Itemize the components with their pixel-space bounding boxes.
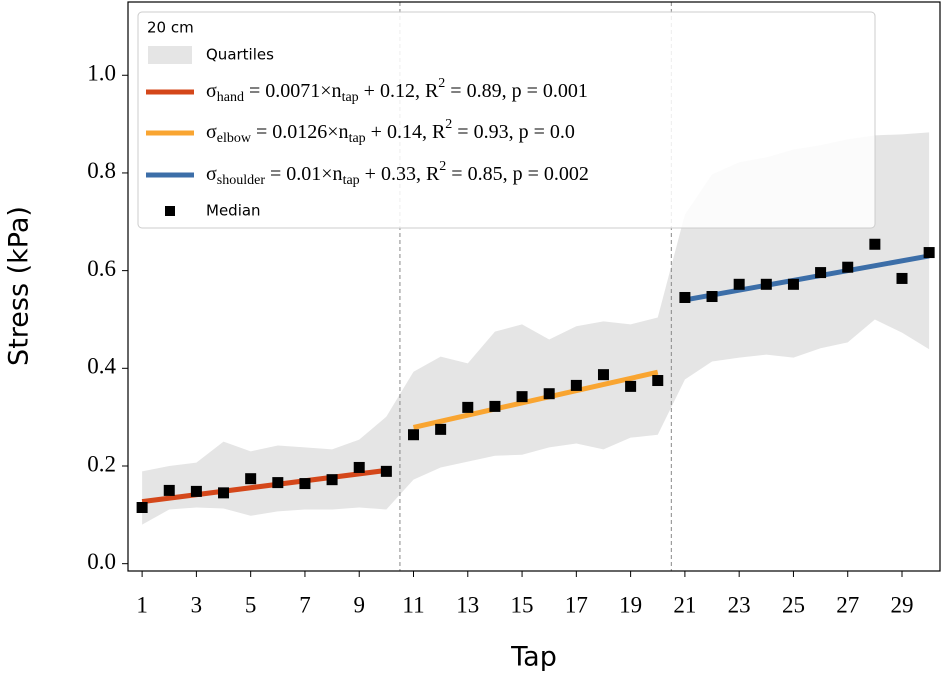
legend-label: σhand = 0.0071×ntap + 0.12, R2 = 0.89, p… [206, 76, 588, 105]
y-tick-label: 0.6 [87, 256, 116, 281]
x-tick-label: 7 [299, 592, 311, 617]
x-tick-label: 3 [191, 592, 203, 617]
x-tick-label: 17 [565, 592, 588, 617]
median-marker [896, 272, 908, 284]
legend-label: Quartiles [206, 46, 274, 64]
x-tick-label: 11 [402, 592, 424, 617]
fit-line [684, 253, 930, 303]
y-tick-label: 0.8 [87, 158, 116, 183]
quartile-band [142, 132, 930, 525]
median-marker [597, 369, 609, 381]
median-marker [625, 380, 637, 392]
legend-label-part: + 0.12, R [359, 80, 439, 102]
y-tick-label: 0.0 [87, 549, 116, 574]
x-tick-label: 19 [619, 592, 642, 617]
median-marker [163, 484, 175, 496]
legend-label-part: σ [206, 121, 217, 143]
legend-label-sub: elbow [217, 131, 252, 146]
y-tick-label: 1.0 [87, 61, 116, 86]
median-marker [218, 487, 230, 499]
x-tick-label: 1 [136, 592, 148, 617]
legend-label-part: = 0.01×n [265, 163, 343, 185]
x-axis-label: Tap [510, 642, 557, 673]
x-tick-label: 9 [353, 592, 365, 617]
x-tick-label: 25 [782, 592, 805, 617]
median-marker [408, 429, 420, 441]
median-marker [245, 473, 257, 485]
y-tick-label: 0.2 [87, 451, 116, 476]
fit-line [412, 369, 659, 430]
legend-label-part: σ [206, 80, 217, 102]
median-marker [326, 474, 338, 486]
x-tick-label: 29 [891, 592, 914, 617]
median-marker [516, 391, 528, 403]
median-marker [543, 388, 555, 400]
legend-label-sup: 2 [438, 76, 445, 91]
x-tick-label: 15 [511, 592, 534, 617]
legend-label-part: = 0.0071×n [244, 80, 342, 102]
legend-label-sub: tap [349, 131, 366, 146]
median-marker [489, 400, 501, 412]
legend-swatch [165, 206, 175, 216]
legend-label: σshoulder = 0.01×ntap + 0.33, R2 = 0.85,… [206, 159, 589, 188]
fit-line [141, 467, 387, 505]
legend-label-sup: 2 [445, 117, 452, 132]
legend-label-sub: shoulder [217, 173, 266, 188]
median-marker [353, 461, 365, 473]
median-marker [787, 278, 799, 290]
median-marker [815, 267, 827, 279]
legend-label-sup: 2 [439, 159, 446, 174]
median-marker [380, 465, 392, 477]
median-marker [136, 502, 148, 514]
x-tick-label: 5 [245, 592, 257, 617]
median-marker [272, 477, 284, 489]
x-tick-label: 23 [728, 592, 751, 617]
median-marker [570, 379, 582, 391]
legend-title: 20 cm [147, 19, 194, 37]
median-marker [842, 261, 854, 273]
y-tick-label: 0.4 [87, 354, 116, 379]
legend-label-sub: tap [343, 173, 360, 188]
median-marker [869, 238, 881, 250]
legend-label-part: σ [206, 163, 217, 185]
median-marker [679, 291, 691, 303]
median-marker [462, 401, 474, 413]
legend-label-part: + 0.33, R [360, 163, 440, 185]
legend-label-part: = 0.85, p = 0.002 [446, 163, 589, 185]
plot-frame [127, 1, 941, 572]
x-tick-label: 13 [456, 592, 479, 617]
x-tick-label: 21 [673, 592, 696, 617]
median-marker [190, 485, 202, 497]
median-marker [706, 291, 718, 303]
legend-label-part: + 0.14, R [366, 121, 446, 143]
y-axis-label: Stress (kPa) [4, 206, 35, 366]
x-tick-label: 27 [836, 592, 859, 617]
legend-label-sub: hand [217, 90, 244, 105]
median-marker [299, 478, 311, 490]
legend-swatch [148, 46, 192, 64]
median-marker [652, 375, 664, 387]
legend-label-sub: tap [342, 90, 359, 105]
legend-label-part: = 0.93, p = 0.0 [452, 121, 575, 143]
median-marker [760, 278, 772, 290]
median-marker [435, 423, 447, 435]
legend-label: Median [206, 202, 261, 220]
median-marker [923, 247, 935, 259]
median-marker [733, 278, 745, 290]
legend-box [137, 11, 876, 229]
legend-label-part: = 0.0126×n [251, 121, 349, 143]
legend-label: σelbow = 0.0126×ntap + 0.14, R2 = 0.93, … [206, 117, 575, 146]
legend-label-part: = 0.89, p = 0.001 [445, 80, 588, 102]
